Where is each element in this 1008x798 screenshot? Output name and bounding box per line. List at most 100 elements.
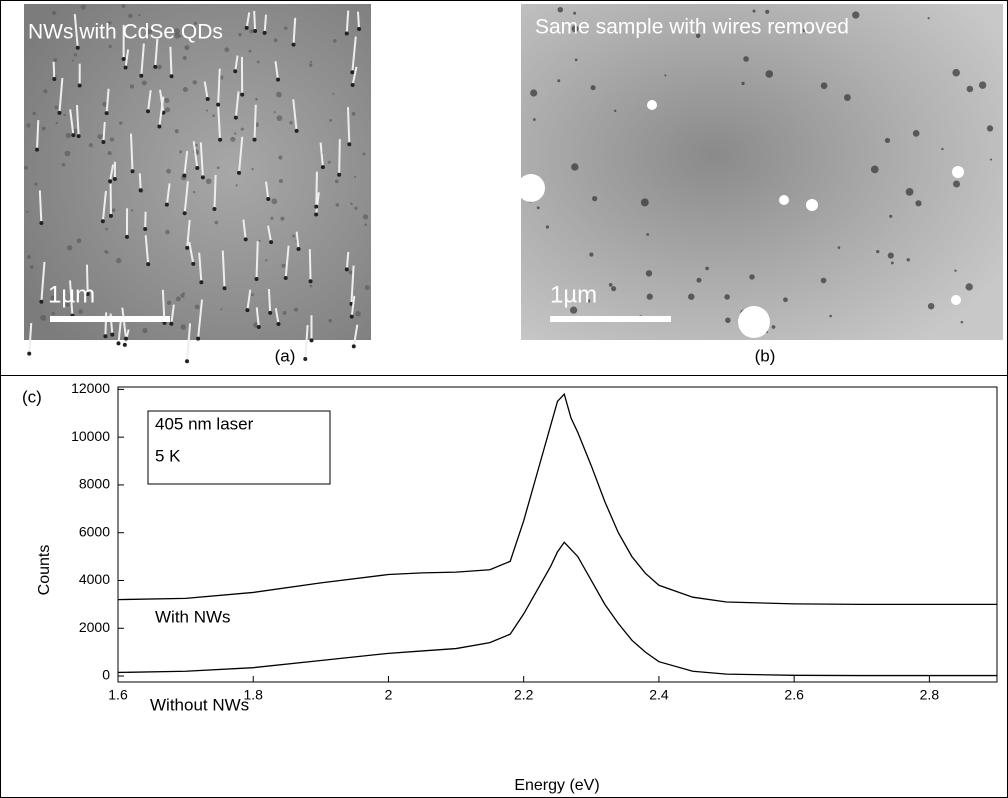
nanowire-base: [344, 267, 349, 272]
nanowire-base: [252, 137, 257, 142]
speck: [589, 252, 594, 257]
speck: [852, 11, 860, 19]
nanowire: [140, 43, 145, 76]
speck: [24, 165, 28, 170]
nanowire: [253, 104, 257, 140]
speck: [765, 9, 770, 14]
speck: [905, 187, 914, 196]
particle: [647, 100, 657, 110]
speck: [53, 58, 58, 63]
nanowire: [203, 81, 209, 100]
nanowire-base: [122, 342, 127, 347]
speck: [78, 309, 83, 314]
series-label: Without NWs: [150, 695, 249, 714]
nanowire: [315, 171, 318, 207]
nanowire: [274, 307, 280, 325]
speck: [573, 11, 577, 15]
speck: [275, 91, 282, 98]
nanowire: [197, 299, 204, 339]
nanowire-base: [124, 234, 129, 239]
speck: [783, 297, 788, 303]
nanowire: [255, 307, 260, 328]
speck: [55, 121, 58, 125]
speck: [238, 32, 242, 37]
nanowire-base: [182, 173, 187, 178]
speck: [142, 327, 148, 334]
speck: [164, 107, 171, 113]
speck: [334, 179, 339, 184]
speck: [952, 180, 961, 188]
speck: [989, 158, 993, 161]
speck: [328, 318, 332, 323]
speck: [705, 266, 709, 271]
nanowire: [242, 219, 247, 240]
speck: [88, 143, 93, 148]
nanowire: [75, 104, 80, 137]
nanowire-base: [138, 188, 143, 193]
speck: [116, 257, 122, 264]
nanowire-base: [294, 128, 299, 133]
nanowire: [52, 61, 56, 80]
nanowire-base: [153, 64, 158, 69]
nanowire: [199, 142, 204, 178]
speck: [157, 64, 162, 70]
nanowire: [217, 104, 222, 140]
image-bg: [24, 4, 371, 340]
speck: [32, 111, 36, 116]
speck: [557, 6, 564, 13]
nanowire-base: [291, 42, 296, 47]
nanowire-base: [124, 336, 129, 341]
nanowire-base: [276, 321, 281, 326]
speck: [191, 25, 196, 29]
speck: [571, 163, 579, 171]
nanowire: [154, 38, 159, 68]
nanowire: [40, 261, 46, 302]
nanowire-base: [269, 240, 274, 245]
speck: [146, 28, 153, 35]
nanowire-base: [256, 325, 261, 330]
speck: [182, 56, 187, 60]
speck: [240, 127, 244, 131]
nanowire-base: [182, 211, 187, 216]
speck: [590, 85, 596, 91]
speck: [255, 97, 258, 101]
nanowire: [58, 77, 64, 114]
x-tick-label: 2.6: [784, 687, 804, 703]
nanowire: [350, 265, 355, 304]
nanowire-base: [244, 25, 249, 30]
nanowire-base: [169, 74, 174, 79]
speck: [230, 136, 236, 142]
caption: (a): [275, 346, 296, 365]
speck: [725, 317, 731, 323]
nanowire-base: [103, 334, 108, 339]
nanowire-base: [212, 207, 217, 212]
nanowire: [186, 219, 191, 248]
speck: [348, 270, 353, 275]
nanowire-base: [35, 147, 40, 152]
nanowire-base: [161, 110, 166, 115]
speck: [752, 9, 756, 13]
speck: [212, 114, 215, 117]
nanowire-base: [164, 202, 169, 207]
speck: [129, 84, 134, 89]
speck: [749, 274, 755, 280]
nanowire-base: [276, 77, 281, 82]
nanowire-base: [104, 111, 109, 116]
speck: [175, 296, 181, 302]
x-tick-label: 2.2: [514, 687, 534, 703]
speck: [362, 152, 366, 156]
speck: [270, 216, 274, 220]
nanowire-base: [351, 344, 356, 349]
speck: [765, 70, 774, 78]
speck: [51, 312, 55, 315]
speck: [870, 165, 879, 174]
speck: [251, 167, 254, 171]
nanowire-base: [27, 351, 32, 356]
speck: [80, 4, 87, 10]
nanowire: [198, 252, 203, 283]
speck: [350, 202, 353, 206]
nanowire: [345, 10, 350, 34]
nanowire: [138, 173, 142, 191]
speck: [108, 44, 112, 49]
particle: [951, 295, 961, 305]
